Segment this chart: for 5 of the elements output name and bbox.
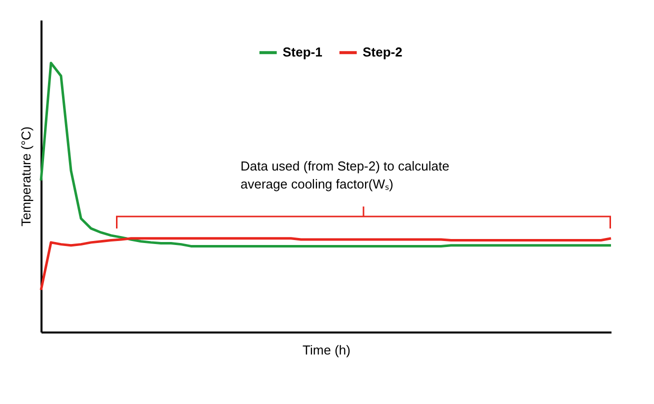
- y-axis-title: Temperature (°C): [18, 126, 34, 226]
- annotation: Data used (from Step-2) to calculate average cooling factor(Wₛ): [240, 158, 450, 192]
- x-axis-title: Time (h): [302, 342, 350, 358]
- legend-label: Step-1: [282, 44, 322, 60]
- legend-label: Step-2: [362, 44, 402, 60]
